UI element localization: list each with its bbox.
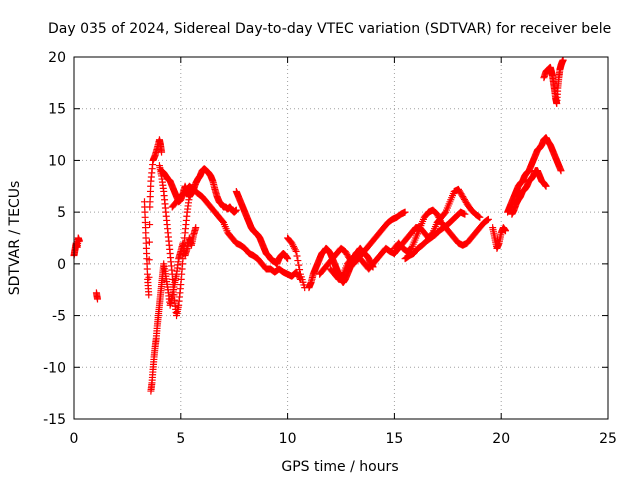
data-point (290, 244, 298, 252)
data-point (435, 214, 443, 222)
y-tick-label: 20 (48, 50, 66, 66)
data-point (93, 295, 101, 303)
data-point (441, 209, 449, 217)
x-axis-label: GPS time / hours (281, 459, 398, 475)
data-point (145, 256, 153, 264)
tick-labels: 0 5 10 15 20 25 -15 -10 -5 0 5 10 15 20 (43, 50, 617, 447)
x-tick-label: 15 (385, 431, 403, 447)
data-point (146, 221, 154, 229)
data-point (338, 271, 346, 279)
data-point (436, 215, 444, 223)
data-point (292, 247, 300, 255)
data-point (476, 213, 484, 221)
data-point (145, 291, 153, 299)
data-point (284, 255, 292, 263)
data-point (484, 216, 492, 224)
data-point (433, 210, 441, 218)
data-point (542, 182, 550, 190)
y-axis-label: SDTVAR / TECUs (7, 181, 23, 296)
data-point (474, 212, 482, 220)
data-point (559, 56, 567, 64)
data-point (145, 238, 153, 246)
data-point (557, 167, 565, 175)
y-tick-label: -15 (43, 412, 66, 428)
y-tick-label: 5 (57, 205, 66, 221)
y-tick-label: -10 (43, 360, 66, 376)
x-tick-label: 25 (599, 431, 617, 447)
data-markers (70, 56, 567, 395)
x-tick-label: 10 (279, 431, 297, 447)
data-point (145, 273, 153, 281)
data-point (501, 227, 509, 235)
data-point (295, 261, 303, 269)
data-point (293, 252, 301, 260)
data-point (291, 246, 299, 254)
x-tick-label: 0 (70, 431, 79, 447)
y-tick-label: 15 (48, 102, 66, 118)
plot-frame (73, 56, 609, 420)
data-point (294, 257, 302, 265)
data-point (158, 148, 166, 156)
data-point (434, 212, 442, 220)
data-point (483, 217, 491, 225)
data-point (296, 266, 304, 274)
data-point (219, 217, 227, 225)
x-tick-label: 20 (492, 431, 510, 447)
data-point (484, 215, 492, 223)
data-point (75, 237, 83, 245)
data-point (192, 224, 200, 232)
data-point (461, 210, 469, 218)
y-tick-label: -5 (52, 309, 66, 325)
y-tick-label: 10 (48, 153, 66, 169)
y-tick-label: 0 (57, 257, 66, 273)
data-point (289, 241, 297, 249)
data-point (290, 242, 298, 250)
x-tick-label: 5 (176, 431, 185, 447)
data-point (288, 239, 296, 247)
chart-title: Day 035 of 2024, Sidereal Day-to-day VTE… (48, 21, 611, 37)
data-point (401, 208, 409, 216)
data-point (232, 206, 240, 214)
data-point (475, 213, 483, 221)
